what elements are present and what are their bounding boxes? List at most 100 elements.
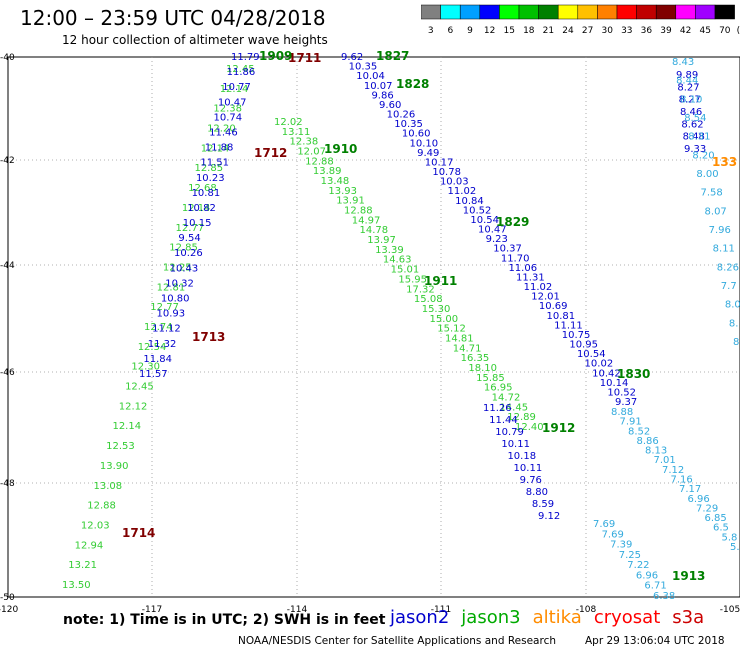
- swh-value: 7.25: [619, 550, 641, 561]
- swh-value: 12.20: [207, 124, 236, 135]
- legend-label-9: 9: [467, 26, 473, 36]
- swh-value: 10.10: [410, 138, 439, 149]
- swh-value: 12.30: [131, 362, 160, 373]
- swh-value: 11.06: [508, 263, 537, 274]
- swh-value: 10.52: [607, 387, 636, 398]
- swh-value: 12.45: [125, 382, 154, 393]
- legend-label-21: 21: [543, 26, 554, 36]
- legend-unit: (ft): [737, 26, 740, 36]
- swh-value: 8.44: [676, 76, 698, 87]
- map-title: 12:00 – 23:59 UTC 04/28/2018: [20, 6, 326, 30]
- swh-value: 7.12: [662, 465, 684, 476]
- swh-value: 8.62: [681, 119, 703, 130]
- y-tick-label: -40: [0, 53, 15, 63]
- swh-value: 8.07: [705, 206, 727, 217]
- map-frame: [7, 56, 740, 598]
- legend-label-45: 45: [699, 26, 710, 36]
- swh-value: 8.10: [680, 94, 702, 105]
- swh-value: 7.17: [679, 484, 701, 495]
- x-tick-label: -117: [142, 605, 162, 615]
- pass-time-label: 1711: [288, 51, 321, 65]
- x-tick-label: -105: [720, 605, 740, 615]
- swh-value: 10.74: [213, 112, 242, 123]
- swh-value: 10.54: [470, 215, 499, 226]
- pass-time-label: 1829: [496, 215, 529, 229]
- swh-value: 11.70: [501, 253, 530, 264]
- swh-value: 11.11: [554, 320, 583, 331]
- swh-value: 6.96: [688, 494, 710, 505]
- x-tick-label: -114: [287, 605, 308, 615]
- swh-value: 12.77: [176, 223, 205, 234]
- swh-value: 12.14: [182, 203, 211, 214]
- swh-value: 7.01: [654, 455, 676, 466]
- swh-value: 11.86: [227, 67, 256, 78]
- swh-value: 10.03: [440, 177, 469, 188]
- swh-value: 12.77: [150, 302, 179, 313]
- swh-value: 15.12: [437, 324, 466, 335]
- pass-time-label: 1713: [192, 330, 225, 344]
- swh-value: 10.26: [387, 110, 416, 121]
- swh-value: 10.84: [455, 196, 484, 207]
- swh-value: 8.11: [713, 244, 735, 255]
- swh-value: 17.32: [406, 284, 435, 295]
- pass-time-label: 1828: [396, 77, 429, 91]
- pass-time-label: 1912: [542, 421, 575, 435]
- swh-value: 10.07: [364, 81, 393, 92]
- swh-value: 7.39: [610, 540, 632, 551]
- legend-label-70: 70: [719, 26, 731, 36]
- swh-value: 15.85: [476, 373, 505, 384]
- swh-value: 8.43: [672, 57, 694, 68]
- swh-value: 12.12: [119, 401, 148, 412]
- swh-value: 10.69: [539, 301, 568, 312]
- swh-value: 10.75: [562, 330, 591, 341]
- swh-value: 10.77: [222, 82, 251, 93]
- pass-time-label: 1712: [254, 146, 287, 160]
- swh-value: 8.27: [679, 95, 701, 106]
- swh-value: 10.79: [495, 427, 524, 438]
- swh-value: 8.13: [645, 446, 667, 457]
- swh-value: 11.12: [152, 324, 181, 335]
- swh-value: 13.11: [282, 127, 311, 138]
- satellite-jason3: jason3: [461, 607, 521, 628]
- swh-value: 18.10: [468, 363, 497, 374]
- swh-value: 8.31: [688, 132, 710, 143]
- swh-value: 10.78: [432, 167, 461, 178]
- swh-value: 8.00: [696, 169, 718, 180]
- credit-line: NOAA/NESDIS Center for Satellite Applica…: [238, 635, 556, 647]
- swh-value: 13.91: [336, 196, 365, 207]
- swh-value: 9.12: [538, 511, 560, 522]
- legend-label-3: 3: [428, 26, 434, 36]
- swh-value: 10.23: [196, 173, 225, 184]
- swh-value: 8.88: [611, 407, 633, 418]
- y-tick-label: -46: [0, 368, 15, 378]
- x-tick-label: -108: [576, 605, 597, 615]
- swh-value: 10.18: [507, 451, 536, 462]
- swh-value: 11.44: [489, 415, 518, 426]
- swh-value: 10.42: [592, 368, 621, 379]
- swh-value: 14.97: [352, 215, 381, 226]
- swh-value: 12.38: [213, 104, 242, 115]
- swh-value: 6.85: [705, 513, 727, 524]
- swh-value: 16.35: [461, 353, 490, 364]
- swh-value: 12.85: [194, 163, 223, 174]
- swh-value: 9.89: [676, 70, 698, 81]
- swh-value: 8.52: [628, 426, 650, 437]
- swh-value: 9.49: [417, 148, 439, 159]
- swh-value: 14.71: [453, 343, 482, 354]
- swh-value: 10.95: [569, 340, 598, 351]
- swh-value: 10.81: [547, 311, 576, 322]
- swh-value: 6.71: [644, 581, 666, 592]
- swh-value: 10.11: [501, 439, 530, 450]
- y-tick-label: -50: [0, 593, 15, 603]
- swh-value: 11.46: [209, 127, 238, 138]
- swh-value: 10.47: [478, 225, 507, 236]
- swh-value: 11.88: [205, 143, 234, 154]
- satellite-altika: altika: [532, 607, 582, 628]
- swh-value: 15.01: [391, 265, 420, 276]
- swh-value: 13.48: [321, 176, 350, 187]
- swh-value: 13.97: [367, 235, 396, 246]
- swh-value: 12.45: [226, 64, 255, 75]
- legend-label-27: 27: [582, 26, 593, 36]
- swh-value: 10.80: [161, 294, 190, 305]
